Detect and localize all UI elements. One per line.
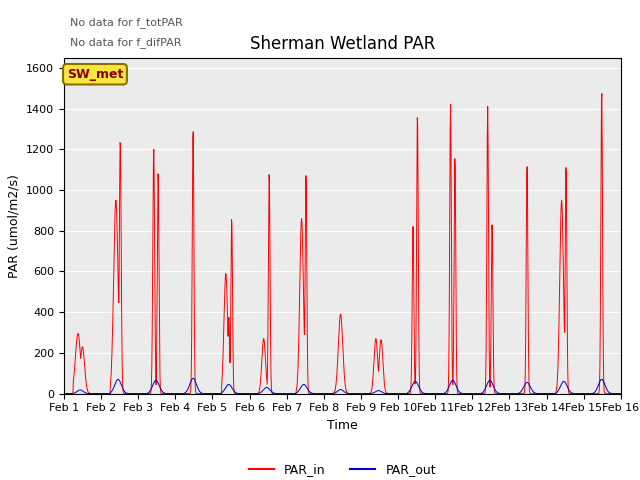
PAR_in [170,391,178,396]
PAR_in [551,391,559,396]
Line: PAR_out: PAR_out [64,378,621,394]
PAR_out [60,391,68,396]
PAR_out [429,391,437,396]
PAR_in [502,391,509,396]
Title: Sherman Wetland PAR: Sherman Wetland PAR [250,35,435,53]
PAR_in [429,391,436,396]
PAR_out [246,391,254,396]
X-axis label: Time: Time [327,419,358,432]
PAR_out [184,386,191,392]
PAR_out [617,391,625,396]
Line: PAR_in: PAR_in [64,94,621,394]
PAR_in [60,391,68,396]
PAR_out [189,375,197,381]
PAR_out [551,391,559,396]
PAR_in [184,391,191,396]
PAR_in [617,391,625,396]
PAR_out [502,391,509,396]
Text: SW_met: SW_met [67,68,123,81]
Text: No data for f_totPAR: No data for f_totPAR [70,17,182,28]
PAR_in [246,391,254,396]
PAR_in [598,91,605,96]
PAR_out [170,391,178,396]
Text: No data for f_difPAR: No data for f_difPAR [70,37,181,48]
Y-axis label: PAR (umol/m2/s): PAR (umol/m2/s) [8,174,20,277]
Legend: PAR_in, PAR_out: PAR_in, PAR_out [244,458,441,480]
